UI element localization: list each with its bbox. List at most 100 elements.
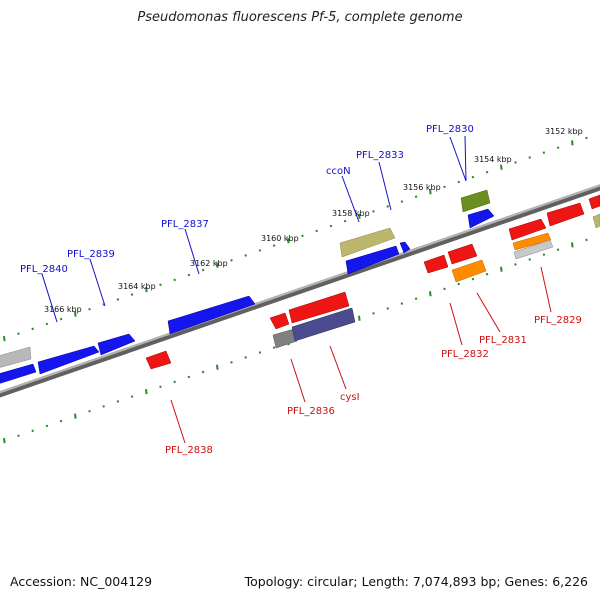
gene-label-pfl-2832[interactable]: PFL_2832 — [441, 349, 489, 360]
scale-dot — [130, 293, 134, 296]
tick-label: 3160 kbp — [261, 234, 299, 243]
gene-arrow[interactable] — [588, 194, 600, 210]
scale-dot — [457, 180, 460, 184]
gene-label-pfl-2833[interactable]: PFL_2833 — [356, 150, 404, 161]
scale-dot — [485, 272, 489, 276]
gene-label-pfl-2838[interactable]: PFL_2838 — [165, 445, 213, 456]
scale-dot — [17, 434, 20, 438]
tick-label: 3162 kbp — [190, 259, 228, 268]
gene-label-pfl-2829[interactable]: PFL_2829 — [534, 315, 582, 326]
scale-dot — [585, 238, 588, 242]
gene-label-pfl-2840[interactable]: PFL_2840 — [20, 264, 68, 275]
gene-arrow[interactable] — [513, 239, 554, 260]
tick-label: 3152 kbp — [545, 127, 583, 136]
scale-dot — [301, 234, 304, 238]
gene-arrow[interactable] — [145, 350, 172, 370]
scale-dot — [159, 385, 162, 389]
scale-dot — [372, 210, 375, 213]
scale-dot — [457, 282, 460, 286]
gene-label-pfl-2831[interactable]: PFL_2831 — [479, 335, 527, 346]
plus-strand-genes — [0, 189, 495, 384]
gene-arrow[interactable] — [592, 213, 600, 229]
scale-dot — [88, 307, 91, 311]
scale-dot — [130, 395, 134, 398]
genome-title: Pseudomonas fluorescens Pf-5, complete g… — [137, 10, 463, 25]
gene-arrow[interactable] — [460, 189, 491, 213]
scale-dot — [244, 356, 247, 359]
tick-label: 3158 kbp — [332, 209, 370, 218]
scale-dot — [116, 298, 120, 301]
minus-strand-genes — [145, 194, 600, 370]
gene-arrow[interactable] — [423, 254, 449, 274]
scale-dot — [272, 244, 276, 247]
scale-dot — [514, 263, 517, 266]
gene-arrow[interactable] — [37, 345, 100, 375]
scale-dot — [485, 170, 489, 174]
gene-label-pfl-2836[interactable]: PFL_2836 — [287, 406, 335, 417]
gene-arrow[interactable] — [339, 227, 396, 258]
scale-dot — [542, 253, 546, 256]
scale-dot — [159, 283, 162, 287]
scale-dot — [414, 297, 418, 300]
scale-dot — [187, 273, 191, 277]
genome-backbone — [0, 184, 600, 398]
gene-label-pfl-2837[interactable]: PFL_2837 — [161, 219, 209, 230]
scale-dot — [556, 248, 560, 252]
scale-major-tick — [145, 389, 148, 395]
scale-major-tick — [500, 164, 503, 170]
scale-major-tick — [145, 287, 148, 293]
scale-dot — [230, 259, 233, 262]
gene-arrow[interactable] — [288, 291, 350, 324]
gene-arrow[interactable] — [447, 243, 478, 265]
scale-dot — [471, 277, 475, 281]
scale-dot — [343, 219, 347, 223]
gene-arrow[interactable] — [291, 307, 356, 342]
gene-arrow[interactable] — [467, 208, 495, 229]
scale-dot — [59, 317, 63, 321]
gene-arrow[interactable] — [512, 232, 552, 251]
scale-dot — [400, 302, 404, 305]
scale-dot — [102, 303, 105, 306]
scale-major-tick — [74, 311, 77, 317]
minus-gene-labels: PFL_2829 PFL_2831 PFL_2832 cysI PFL_2836… — [165, 315, 582, 456]
gene-label-pfl-2839[interactable]: PFL_2839 — [67, 249, 115, 260]
gene-arrow[interactable] — [97, 333, 136, 356]
gene-arrow[interactable] — [272, 328, 298, 349]
scale-dot — [329, 224, 333, 228]
scale-major-tick — [358, 213, 361, 219]
topology-text: Topology: circular; Length: 7,074,893 bp… — [244, 574, 588, 589]
scale-major-tick — [500, 266, 503, 272]
accession-text: Accession: NC_004129 — [10, 574, 153, 589]
scale-major-tick — [216, 364, 219, 370]
gene-arrow[interactable] — [451, 259, 487, 283]
scale-major-tick — [3, 438, 6, 444]
scale-dots — [3, 136, 588, 444]
gene-arrow[interactable] — [0, 363, 37, 384]
kbp-ticks: 3152 kbp 3154 kbp 3156 kbp 3158 kbp 3160… — [44, 127, 583, 314]
scale-dot — [17, 332, 20, 336]
scale-dot — [443, 185, 446, 189]
scale-dot — [187, 375, 191, 379]
scale-dot — [372, 312, 375, 315]
scale-dot — [443, 287, 446, 291]
scale-dot — [258, 351, 262, 354]
scale-major-tick — [571, 242, 574, 248]
scale-dot — [201, 370, 205, 374]
gene-arrow[interactable] — [345, 245, 400, 275]
gene-arrow[interactable] — [269, 312, 290, 330]
gene-arrow[interactable] — [0, 346, 32, 368]
gene-label-pfl-2830[interactable]: PFL_2830 — [426, 124, 474, 135]
gene-arrow[interactable] — [546, 202, 585, 227]
gene-arrow[interactable] — [508, 218, 547, 241]
scale-dot — [272, 346, 276, 349]
gene-label-cco-n[interactable]: ccoN — [326, 166, 351, 177]
gene-arrow[interactable] — [399, 241, 411, 254]
scale-dot — [45, 424, 49, 428]
scale-dot — [528, 156, 531, 159]
gene-arrow[interactable] — [167, 295, 256, 335]
scale-dot — [528, 258, 531, 261]
gene-label-cys-i[interactable]: cysI — [340, 392, 360, 403]
scale-major-tick — [216, 262, 219, 268]
tick-label: 3154 kbp — [474, 155, 512, 164]
